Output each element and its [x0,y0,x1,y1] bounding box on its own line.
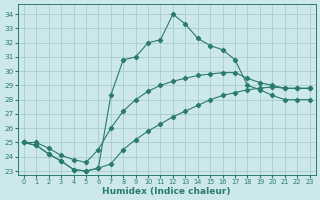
X-axis label: Humidex (Indice chaleur): Humidex (Indice chaleur) [102,187,231,196]
